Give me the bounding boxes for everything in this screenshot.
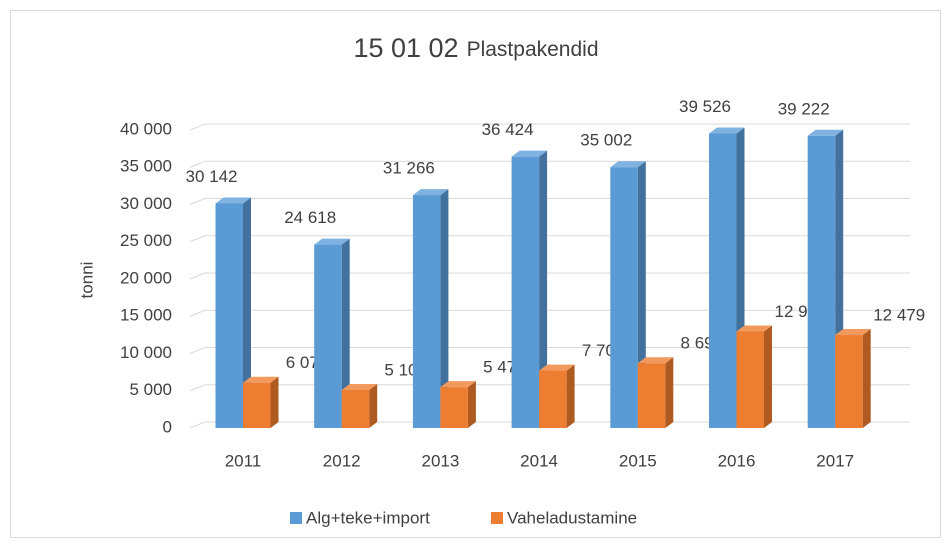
grid-line (189, 198, 910, 205)
bar-front (511, 156, 540, 428)
title-sub: Plastpakendid (467, 38, 599, 61)
grid-line (189, 235, 910, 243)
grid-line (189, 123, 910, 131)
x-tick-label: 2011 (225, 451, 262, 470)
value-label: 39 222 (778, 99, 830, 118)
grid-line (189, 384, 910, 392)
bar-top (215, 197, 251, 204)
bar-side (862, 329, 871, 428)
bar-top (440, 381, 476, 388)
legend-swatch (290, 512, 302, 524)
bar-top (610, 161, 646, 168)
value-label: 35 002 (580, 131, 632, 150)
bar-top (709, 127, 745, 134)
x-tick-label: 2014 (520, 451, 558, 470)
bar-top (243, 376, 279, 383)
bar-side (270, 376, 279, 428)
y-axis-title: tonni (77, 262, 96, 299)
bar-side (665, 357, 674, 428)
y-tick-label: 15 000 (120, 306, 172, 325)
bar (341, 383, 378, 428)
bar (314, 238, 350, 428)
bar (736, 325, 772, 428)
y-tick-label: 5 000 (129, 380, 172, 399)
y-tick-label: 35 000 (120, 157, 172, 176)
x-tick-label: 2015 (619, 451, 657, 470)
bar-top (314, 238, 350, 245)
bar (835, 329, 871, 428)
bar-top (511, 150, 548, 157)
grid-line (189, 347, 910, 354)
bar-top (637, 357, 674, 364)
x-tick-label: 2012 (323, 451, 361, 470)
x-tick-label: 2017 (816, 451, 854, 470)
bar-front (709, 133, 737, 428)
bar-side (440, 189, 449, 428)
value-label: 31 266 (383, 159, 435, 178)
bar-side (341, 238, 350, 428)
bar (412, 189, 449, 428)
title-main: 15 01 02 (353, 33, 458, 63)
value-label: 36 424 (482, 120, 534, 139)
bar-front (341, 389, 370, 428)
bar-side (566, 364, 575, 428)
y-tick-label: 30 000 (120, 194, 172, 213)
bar (539, 364, 575, 428)
bar-front (314, 244, 342, 428)
x-tick-label: 2016 (718, 451, 756, 470)
bar-top (807, 129, 844, 136)
bar (637, 357, 674, 428)
bar-front (835, 335, 863, 428)
bar-side (243, 197, 251, 428)
bar-front (637, 363, 666, 428)
bar-side (369, 383, 378, 428)
bar-front (539, 370, 567, 428)
bar-top (835, 329, 871, 336)
bar-top (412, 189, 449, 196)
chart-frame (10, 10, 941, 538)
grid-line (189, 160, 910, 168)
y-tick-label: 10 000 (120, 343, 172, 362)
y-tick-label: 20 000 (120, 268, 172, 287)
y-tick-label: 25 000 (120, 231, 172, 250)
bar-front (610, 167, 638, 428)
bar-front (440, 387, 468, 428)
bar-front (736, 331, 764, 428)
legend-swatch (491, 512, 503, 524)
grid-line (189, 421, 910, 429)
bar-top (341, 383, 378, 390)
bar (511, 150, 548, 428)
value-label: 39 526 (679, 97, 731, 116)
bar (215, 197, 251, 428)
value-label: 30 142 (186, 167, 238, 186)
bar-front (215, 203, 243, 428)
bar-top (736, 325, 772, 332)
bar-top (539, 364, 575, 371)
grid-line (189, 272, 910, 280)
bar-front (807, 135, 836, 429)
bar-side (539, 150, 548, 428)
chart-title: 15 01 02 Plastpakendid (353, 33, 598, 63)
value-label: 24 618 (284, 208, 336, 227)
bar-front (412, 195, 441, 428)
bar-side (467, 381, 476, 428)
bar (440, 381, 476, 428)
legend-label: Vaheladustamine (507, 508, 637, 527)
x-tick-label: 2013 (421, 451, 459, 470)
bar-front (243, 382, 271, 428)
bar-side (764, 325, 772, 428)
y-tick-label: 0 (163, 417, 172, 436)
bar (243, 376, 279, 428)
grid-line (189, 309, 910, 317)
y-tick-label: 40 000 (120, 119, 172, 138)
legend-label: Alg+teke+import (306, 508, 430, 527)
value-label: 12 479 (873, 306, 925, 325)
